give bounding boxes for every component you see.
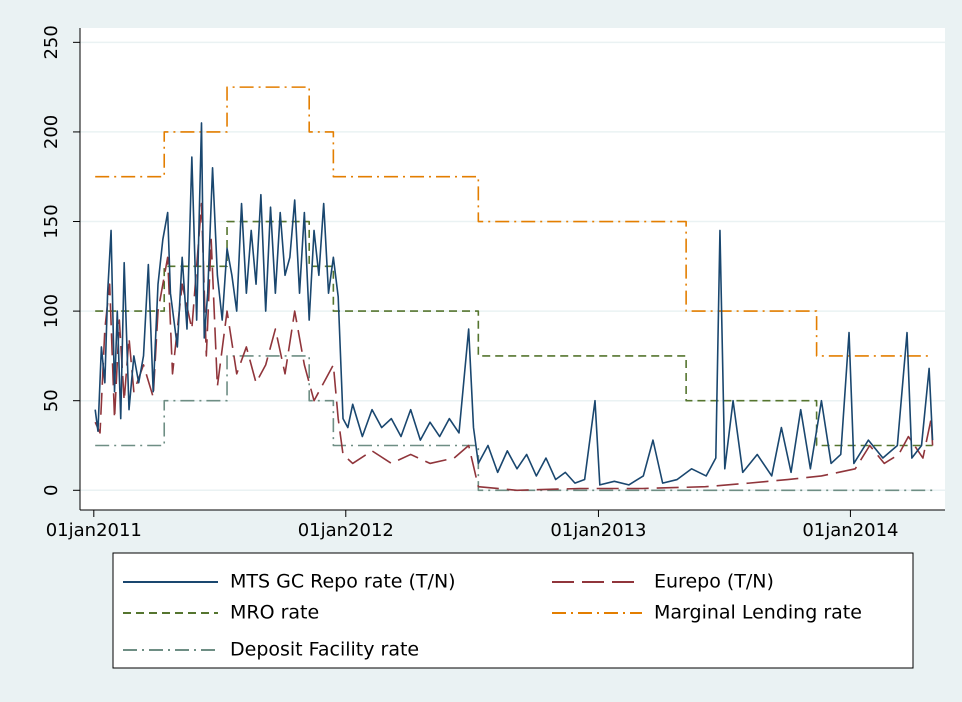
y-tick-label: 50: [41, 389, 62, 412]
series-line: [95, 86, 933, 357]
legend-label: MTS GC Repo rate (T/N): [230, 571, 456, 593]
legend-label: Marginal Lending rate: [654, 602, 862, 624]
series-lines: [94, 86, 934, 492]
legend-label: MRO rate: [230, 602, 319, 624]
legend: MTS GC Repo rate (T/N) Eurepo (T/N) MRO ra…: [123, 571, 862, 661]
legend-label: Deposit Facility rate: [230, 639, 419, 661]
x-tick-label: 01jan2012: [298, 520, 394, 541]
x-tick-label: 01jan2011: [46, 520, 142, 541]
legend-label: Eurepo (T/N): [654, 571, 774, 593]
x-tick-label: 01jan2014: [802, 520, 898, 541]
x-tick-label: 01jan2013: [550, 520, 646, 541]
grid: [80, 41, 945, 492]
plot-area: [80, 28, 945, 510]
series-line: [95, 355, 933, 492]
y-tick-label: 150: [41, 204, 62, 238]
y-tick-label: 200: [41, 115, 62, 149]
y-tick-label: 100: [41, 294, 62, 328]
legend-box: [112, 552, 914, 669]
y-tick-label: 0: [41, 485, 62, 496]
y-tick-label: 250: [41, 25, 62, 59]
series-line: [94, 202, 934, 492]
series-line: [94, 122, 934, 486]
axis-labels: 0 50 100 150 200 250 01jan2011 01jan2012 01jan20…: [41, 25, 899, 541]
